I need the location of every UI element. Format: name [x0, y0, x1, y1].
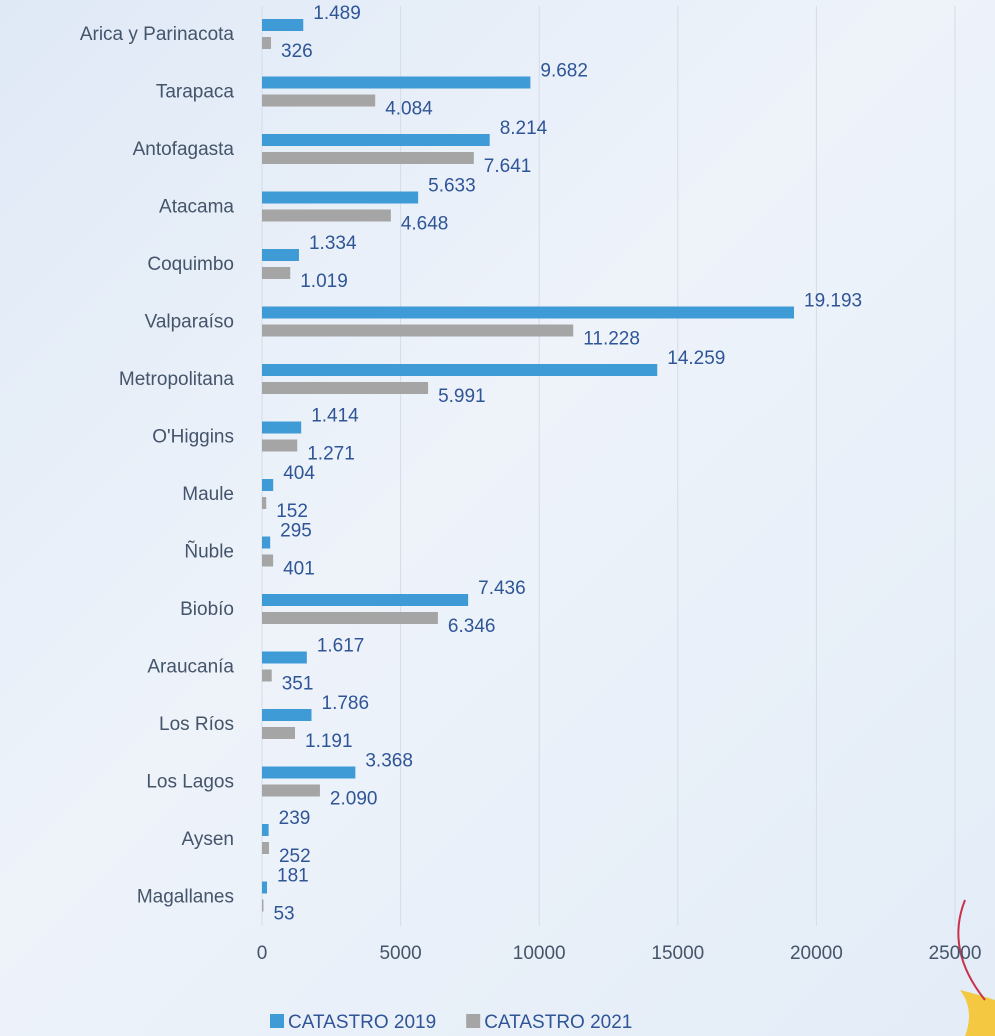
- value-label: 19.193: [804, 291, 862, 312]
- bar: [262, 881, 268, 894]
- value-label: 1.334: [309, 233, 357, 254]
- value-label: 1.191: [305, 731, 353, 752]
- y-tick-label: Biobío: [180, 599, 234, 620]
- bar: [262, 439, 298, 452]
- y-tick-label: Aysen: [182, 829, 234, 850]
- value-label: 14.259: [667, 348, 725, 369]
- y-tick-label: Metropolitana: [119, 369, 235, 390]
- bar: [262, 612, 438, 624]
- decoration: [957, 899, 986, 1001]
- y-tick-label: Tarapaca: [156, 82, 235, 103]
- value-label: 8.214: [500, 118, 548, 139]
- bar: [262, 267, 291, 279]
- value-label: 295: [280, 521, 312, 542]
- y-tick-label: Antofagasta: [133, 139, 235, 160]
- y-tick-label: Arica y Parinacota: [80, 24, 235, 45]
- bar: [262, 594, 469, 606]
- value-label: 239: [279, 808, 311, 829]
- bar: [262, 536, 271, 549]
- bar: [262, 76, 531, 89]
- value-label: 5.991: [438, 386, 486, 407]
- bar: [262, 19, 304, 31]
- y-tick-label: Ñuble: [184, 541, 234, 563]
- bar: [262, 497, 267, 509]
- y-tick-label: Magallanes: [137, 887, 234, 908]
- bar: [262, 306, 795, 319]
- x-tick-label: 10000: [513, 943, 566, 964]
- bar: [262, 727, 296, 739]
- value-label: 7.436: [478, 578, 526, 599]
- x-tick-label: 20000: [790, 943, 843, 964]
- y-tick-label: Coquimbo: [147, 254, 234, 275]
- bar: [262, 784, 320, 797]
- value-label: 181: [277, 866, 309, 887]
- y-tick-label: Atacama: [159, 197, 234, 218]
- y-tick-label: Los Ríos: [159, 714, 234, 735]
- legend-label: CATASTRO 2021: [484, 1012, 632, 1033]
- bar: [262, 324, 574, 337]
- y-tick-label: O'Higgins: [152, 427, 234, 448]
- bar: [262, 479, 274, 491]
- bar: [262, 209, 391, 222]
- bar: [262, 709, 312, 721]
- value-label: 404: [283, 463, 315, 484]
- value-label: 2.090: [330, 789, 378, 810]
- bar: [262, 249, 299, 261]
- value-label: 1.489: [313, 3, 361, 24]
- bar: [262, 766, 356, 779]
- bar: [262, 191, 419, 204]
- value-label: 9.682: [540, 61, 588, 82]
- x-tick-label: 5000: [379, 943, 421, 964]
- x-tick-label: 0: [257, 943, 268, 964]
- value-label: 4.648: [401, 214, 449, 235]
- bar: [262, 152, 474, 164]
- y-tick-label: Los Lagos: [146, 772, 234, 793]
- y-tick-label: Araucanía: [147, 657, 234, 678]
- bar: [262, 364, 658, 376]
- decoration: [960, 990, 995, 1036]
- bar: [262, 421, 302, 434]
- value-label: 11.228: [583, 329, 640, 350]
- bar: [262, 382, 429, 394]
- value-label: 401: [283, 559, 315, 580]
- bar: [262, 94, 376, 107]
- legend-label: CATASTRO 2019: [288, 1012, 436, 1033]
- value-label: 1.786: [322, 693, 370, 714]
- bar: [262, 134, 490, 146]
- value-label: 1.271: [307, 444, 355, 465]
- legend-swatch: [270, 1014, 284, 1028]
- value-label: 326: [281, 41, 313, 62]
- value-label: 53: [273, 904, 294, 925]
- value-label: 1.617: [317, 636, 365, 657]
- value-label: 4.084: [385, 99, 433, 120]
- bar: [262, 651, 307, 664]
- bar: [262, 824, 269, 836]
- y-tick-label: Valparaíso: [145, 312, 234, 333]
- value-label: 351: [282, 674, 314, 695]
- value-label: 252: [279, 846, 311, 867]
- x-tick-label: 25000: [929, 943, 982, 964]
- value-label: 1.019: [300, 271, 348, 292]
- value-label: 152: [276, 501, 308, 522]
- value-label: 3.368: [365, 751, 413, 772]
- value-label: 7.641: [484, 156, 532, 177]
- value-label: 5.633: [428, 176, 476, 197]
- bar: [262, 842, 269, 854]
- bar: [262, 37, 272, 49]
- bar: [262, 554, 274, 567]
- bar: [262, 669, 272, 682]
- value-label: 1.414: [311, 406, 359, 427]
- x-tick-label: 15000: [651, 943, 704, 964]
- bar: [262, 899, 264, 912]
- legend-swatch: [466, 1014, 481, 1028]
- y-tick-label: Maule: [182, 484, 234, 505]
- value-label: 6.346: [448, 616, 496, 637]
